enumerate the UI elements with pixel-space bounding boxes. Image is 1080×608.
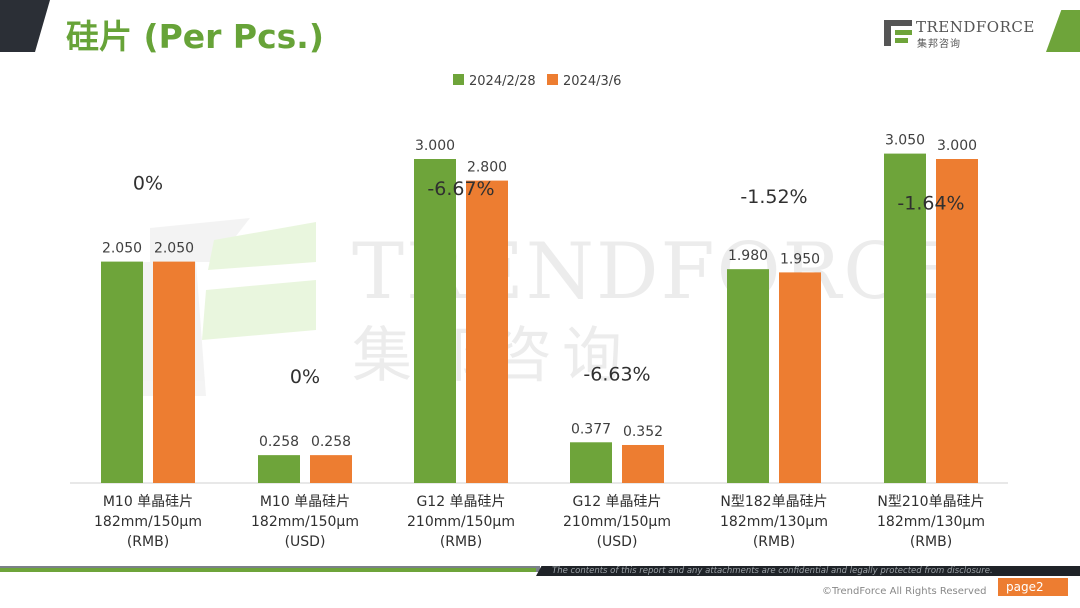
change-label-cat-4: -6.63% bbox=[583, 363, 650, 385]
bar-2-cat-2 bbox=[310, 455, 352, 483]
category-label-4-line-2: 210mm/150μm bbox=[563, 514, 671, 530]
data-label-2-cat-4: 0.352 bbox=[623, 424, 663, 440]
category-label-5-line-2: 182mm/130μm bbox=[720, 514, 828, 530]
category-label-6-line-2: 182mm/130μm bbox=[877, 514, 985, 530]
watermark-mark-green-bottom bbox=[202, 280, 316, 340]
category-label-1-line-2: 182mm/150μm bbox=[94, 514, 202, 530]
category-label-4-line-1: G12 单晶硅片 bbox=[572, 494, 661, 510]
logo-name: TRENDFORCE bbox=[916, 18, 1035, 36]
legend-label-series-2: 2024/3/6 bbox=[563, 74, 621, 89]
footer-dark-band bbox=[536, 566, 1080, 576]
bar-1-cat-5 bbox=[727, 269, 769, 483]
category-label-1-line-1: M10 单晶硅片 bbox=[103, 494, 193, 510]
footer-confidential-note: The contents of this report and any atta… bbox=[552, 566, 993, 576]
logo-subtitle: 集邦咨询 bbox=[917, 39, 961, 50]
category-label-3-line-3: (RMB) bbox=[440, 534, 482, 550]
change-label-cat-6: -1.64% bbox=[897, 193, 964, 215]
footer-bar-green bbox=[0, 568, 536, 572]
change-label-cat-1: 0% bbox=[133, 173, 163, 195]
category-label-6-line-3: (RMB) bbox=[910, 534, 952, 550]
bar-1-cat-6 bbox=[884, 153, 926, 483]
data-label-1-cat-2: 0.258 bbox=[259, 434, 299, 450]
bar-2-cat-3 bbox=[466, 180, 508, 483]
data-label-1-cat-4: 0.377 bbox=[571, 421, 611, 437]
legend-swatch-series-1 bbox=[453, 74, 464, 85]
category-label-1-line-3: (RMB) bbox=[127, 534, 169, 550]
data-label-2-cat-5: 1.950 bbox=[780, 251, 820, 267]
category-label-2-line-2: 182mm/150μm bbox=[251, 514, 359, 530]
data-label-1-cat-1: 2.050 bbox=[102, 241, 142, 257]
bar-2-cat-4 bbox=[622, 444, 664, 483]
labels-layer: 2.050 2.050 0% M10 单晶硅片 182mm/150μm (RMB) 0.25… bbox=[94, 133, 985, 550]
change-label-cat-2: 0% bbox=[290, 366, 320, 388]
watermark: TRENDFORCE 集邦咨询 bbox=[140, 218, 962, 396]
change-label-cat-5: -1.52% bbox=[740, 186, 807, 208]
bar-2-cat-1 bbox=[153, 261, 195, 483]
data-label-2-cat-3: 2.800 bbox=[467, 160, 507, 176]
legend-swatch-series-2 bbox=[547, 74, 558, 85]
bars-layer bbox=[101, 153, 978, 483]
category-label-3-line-1: G12 单晶硅片 bbox=[416, 494, 505, 510]
logo-mark-icon bbox=[884, 20, 912, 46]
legend-label-series-1: 2024/2/28 bbox=[469, 74, 536, 89]
page-number: page2 bbox=[998, 578, 1068, 596]
data-label-1-cat-3: 3.000 bbox=[415, 138, 455, 154]
category-label-5-line-3: (RMB) bbox=[753, 534, 795, 550]
page-title: 硅片 (Per Pcs.) bbox=[66, 17, 324, 56]
watermark-mark-green-top bbox=[208, 222, 316, 270]
change-label-cat-3: -6.67% bbox=[427, 178, 494, 200]
watermark-mark-gray bbox=[150, 218, 250, 262]
category-label-3-line-2: 210mm/150μm bbox=[407, 514, 515, 530]
bar-2-cat-6 bbox=[936, 159, 978, 483]
bar-1-cat-3 bbox=[414, 159, 456, 483]
category-label-6-line-1: N型210单晶硅片 bbox=[877, 494, 984, 510]
bar-2-cat-5 bbox=[779, 272, 821, 483]
data-label-2-cat-1: 2.050 bbox=[154, 241, 194, 257]
bar-1-cat-2 bbox=[258, 455, 300, 483]
category-label-2-line-1: M10 单晶硅片 bbox=[260, 494, 350, 510]
category-label-5-line-1: N型182单晶硅片 bbox=[720, 494, 827, 510]
trendforce-logo: TRENDFORCE 集邦咨询 bbox=[884, 18, 1034, 50]
legend: 2024/2/28 2024/3/6 bbox=[453, 74, 621, 89]
data-label-2-cat-2: 0.258 bbox=[311, 434, 351, 450]
category-label-4-line-3: (USD) bbox=[597, 534, 638, 550]
category-label-2-line-3: (USD) bbox=[285, 534, 326, 550]
data-label-1-cat-6: 3.050 bbox=[885, 133, 925, 149]
bar-1-cat-1 bbox=[101, 261, 143, 483]
data-label-1-cat-5: 1.980 bbox=[728, 248, 768, 264]
data-label-2-cat-6: 3.000 bbox=[937, 138, 977, 154]
copyright: ©TrendForce All Rights Reserved bbox=[822, 586, 987, 597]
bar-1-cat-4 bbox=[570, 442, 612, 483]
